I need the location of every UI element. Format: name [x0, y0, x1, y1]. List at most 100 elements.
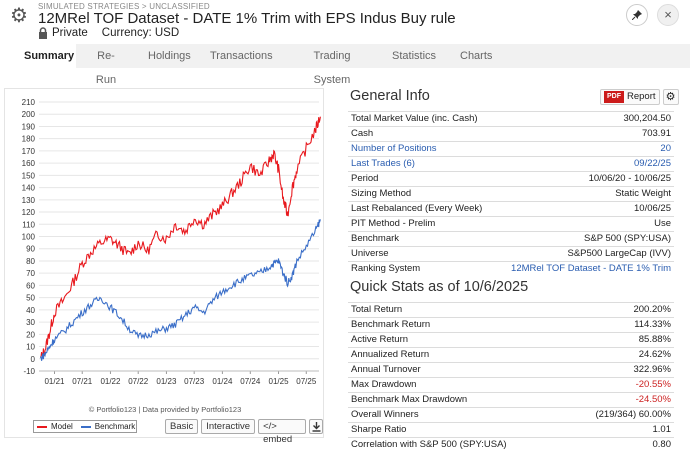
- quick-stats-value: -24.50%: [564, 392, 674, 408]
- y-tick-label: 140: [22, 184, 36, 193]
- tab-re-run[interactable]: Re-Run: [95, 50, 117, 86]
- x-tick-label: 07/25: [296, 377, 317, 386]
- y-tick-label: 200: [22, 110, 36, 119]
- general-info-row: PIT Method - Prelim Use: [348, 216, 674, 232]
- x-tick-label: 01/24: [212, 377, 233, 386]
- tab-holdings[interactable]: Holdings: [148, 50, 191, 62]
- y-tick-label: 150: [22, 171, 36, 180]
- report-label: Report: [627, 91, 656, 102]
- y-tick-label: 40: [26, 306, 35, 315]
- download-button[interactable]: [309, 419, 323, 434]
- y-tick-label: 50: [26, 294, 35, 303]
- y-tick-label: 0: [31, 355, 36, 364]
- page-title: 12MRel TOF Dataset - DATE 1% Trim with E…: [38, 10, 456, 27]
- quick-stats-value: 322.96%: [564, 362, 674, 378]
- legend-model-swatch: [37, 425, 47, 428]
- quick-stats-label: Annualized Return: [348, 347, 565, 363]
- legend-model-label[interactable]: Model: [51, 422, 73, 431]
- tab-statistics[interactable]: Statistics: [392, 50, 437, 62]
- quick-stats-row: Active Return 85.88%: [348, 332, 674, 348]
- performance-chart[interactable]: -10 0 10 20 30 40 50 60 70 80 90 100 110 120 130 140 150…: [5, 89, 325, 401]
- general-info-value: 703.91: [495, 126, 674, 142]
- general-info-row: Benchmark S&P 500 (SPY:USA): [348, 231, 674, 247]
- chart-credit: © Portfolio123 | Data provided by Portfo…: [88, 405, 242, 414]
- legend-benchmark-label[interactable]: Benchmark: [94, 422, 136, 431]
- quick-stats-value: (219/364) 60.00%: [564, 407, 674, 423]
- quick-stats-title: Quick Stats as of 10/6/2025: [350, 279, 529, 295]
- general-info-label[interactable]: Last Trades (6): [348, 156, 496, 172]
- chart-view-buttons: Basic Interactive </> embed: [165, 419, 323, 445]
- quick-stats-value: 114.33%: [564, 317, 674, 333]
- quick-stats-row: Annualized Return 24.62%: [348, 347, 674, 363]
- general-info-row: Ranking System 12MRel TOF Dataset - DATE …: [348, 261, 674, 277]
- embed-button[interactable]: </> embed: [258, 419, 307, 445]
- y-tick-label: 90: [26, 245, 35, 254]
- general-info-value[interactable]: 12MRel TOF Dataset - DATE 1% Trim: [495, 261, 674, 277]
- general-info-title: General Info: [350, 88, 430, 104]
- quick-stats-row: Sharpe Ratio 1.01: [348, 422, 674, 438]
- quick-stats-row: Correlation with S&P 500 (SPY:USA) 0.80: [348, 437, 674, 453]
- quick-stats-row: Total Return 200.20%: [348, 302, 674, 318]
- y-tick-label: -10: [23, 367, 35, 376]
- series-line-model[interactable]: [40, 116, 321, 359]
- quick-stats-value: -20.55%: [564, 377, 674, 393]
- y-tick-label: 100: [22, 233, 36, 242]
- quick-stats-value: 0.80: [564, 437, 674, 453]
- quick-stats-label: Overall Winners: [348, 407, 565, 423]
- quick-stats-value: 1.01: [564, 422, 674, 438]
- tab-trading-system[interactable]: Trading System: [313, 50, 351, 86]
- legend-benchmark-swatch: [80, 425, 91, 428]
- general-info-label: Universe: [348, 246, 496, 262]
- general-info-value: S&P 500 (SPY:USA): [495, 231, 674, 247]
- breadcrumb[interactable]: SIMULATED STRATEGIES > UNCLASSIFIED: [38, 2, 210, 11]
- general-info-value[interactable]: 20: [495, 141, 674, 157]
- y-tick-label: 80: [26, 257, 35, 266]
- quick-stats-row: Max Drawdown -20.55%: [348, 377, 674, 393]
- general-info-row: Last Trades (6) 09/22/25: [348, 156, 674, 172]
- gear-icon[interactable]: ⚙: [10, 5, 28, 27]
- performance-chart-panel: -10 0 10 20 30 40 50 60 70 80 90 100 110 120 130 140 150…: [4, 88, 325, 445]
- x-tick-label: 01/22: [100, 377, 121, 386]
- quick-stats-label: Annual Turnover: [348, 362, 565, 378]
- x-tick-label: 01/25: [269, 377, 290, 386]
- y-tick-label: 160: [22, 159, 36, 168]
- y-tick-label: 190: [22, 122, 36, 131]
- interactive-button[interactable]: Interactive: [201, 419, 256, 434]
- x-tick-label: 07/22: [128, 377, 149, 386]
- general-info-value: 300,204.50: [495, 111, 674, 127]
- quick-stats-label: Benchmark Return: [348, 317, 565, 333]
- general-info-row: Total Market Value (inc. Cash) 300,204.50: [348, 111, 674, 127]
- general-info-row: Cash 703.91: [348, 126, 674, 142]
- visibility-label: Private: [52, 27, 88, 39]
- x-tick-label: 07/21: [72, 377, 93, 386]
- general-info-value[interactable]: 09/22/25: [495, 156, 674, 172]
- general-info-label: Last Rebalanced (Every Week): [348, 201, 496, 217]
- y-tick-label: 180: [22, 135, 36, 144]
- general-info-row: Number of Positions 20: [348, 141, 674, 157]
- general-info-label: Ranking System: [348, 261, 496, 277]
- pdf-report-button[interactable]: PDF Report: [600, 89, 660, 105]
- y-tick-label: 20: [26, 330, 35, 339]
- general-info-label: Sizing Method: [348, 186, 496, 202]
- y-tick-label: 120: [22, 208, 36, 217]
- tab-charts[interactable]: Charts: [460, 50, 493, 62]
- report-controls: PDF Report ⚙: [600, 89, 679, 105]
- general-info-label: Cash: [348, 126, 496, 142]
- report-settings-button[interactable]: ⚙: [662, 89, 679, 105]
- general-info-label[interactable]: Number of Positions: [348, 141, 496, 157]
- tab-transactions[interactable]: Transactions: [210, 50, 273, 62]
- tab-summary[interactable]: Summary: [12, 44, 76, 68]
- tab-bar: Summary Re-Run Holdings Transactions Tra…: [12, 44, 690, 86]
- basic-button[interactable]: Basic: [165, 419, 199, 434]
- y-tick-label: 70: [26, 269, 35, 278]
- close-button[interactable]: ×: [657, 4, 679, 26]
- quick-stats-table: Total Return 200.20% Benchmark Return 114.3…: [348, 302, 674, 453]
- general-info-value: Static Weight: [495, 186, 674, 202]
- quick-stats-row: Benchmark Max Drawdown -24.50%: [348, 392, 674, 408]
- pin-button[interactable]: [626, 4, 648, 26]
- general-info-value: Use: [495, 216, 674, 232]
- series-line-benchmark[interactable]: [39, 219, 321, 361]
- quick-stats-value: 200.20%: [564, 302, 674, 318]
- quick-stats-row: Benchmark Return 114.33%: [348, 317, 674, 333]
- quick-stats-label: Active Return: [348, 332, 565, 348]
